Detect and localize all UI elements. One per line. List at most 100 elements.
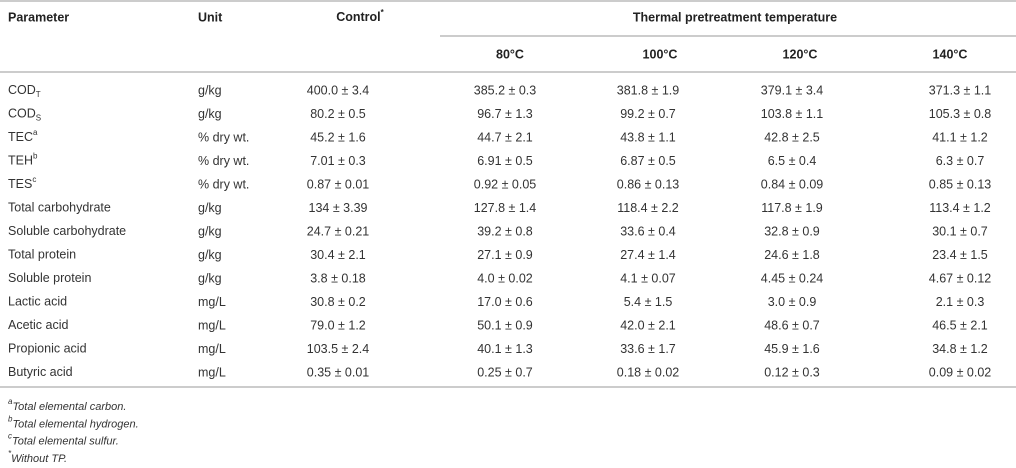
cell: 0.92 ± 0.05 (474, 177, 537, 191)
cell: 7.01 ± 0.3 (310, 154, 366, 168)
cell: 30.4 ± 2.1 (310, 248, 366, 262)
row-label: Total carbohydrate (8, 201, 111, 215)
text-run: Without TP. (11, 453, 67, 465)
row-label: CODS (8, 107, 41, 123)
text-run: Soluble carbohydrate (8, 224, 126, 238)
text-run: Control (336, 10, 380, 24)
cell: 103.5 ± 2.4 (307, 342, 370, 356)
cell: 42.8 ± 2.5 (764, 130, 820, 144)
cell: 33.6 ± 0.4 (620, 224, 676, 238)
cell: 27.1 ± 0.9 (477, 248, 533, 262)
cell: 385.2 ± 0.3 (474, 83, 537, 97)
header-cell: 80°C (496, 47, 524, 61)
cell: 0.87 ± 0.01 (307, 177, 370, 191)
cell: 42.0 ± 2.1 (620, 318, 676, 332)
cell: 0.09 ± 0.02 (929, 365, 992, 379)
row-label: Propionic acid (8, 342, 87, 356)
cell: 6.91 ± 0.5 (477, 154, 533, 168)
cell: g/kg (198, 271, 222, 285)
text-run: COD (8, 83, 36, 97)
cell: 39.2 ± 0.8 (477, 224, 533, 238)
script-mark: c (32, 175, 36, 184)
text-run: Acetic acid (8, 318, 68, 332)
script-mark: S (36, 114, 41, 123)
cell: 4.0 ± 0.02 (477, 271, 533, 285)
cell: 30.8 ± 0.2 (310, 295, 366, 309)
row-label: TESc (8, 175, 36, 191)
script-mark: * (8, 449, 12, 458)
cell: 24.7 ± 0.21 (307, 224, 370, 238)
cell: 5.4 ± 1.5 (624, 295, 673, 309)
cell: 24.6 ± 1.8 (764, 248, 820, 262)
cell: 0.18 ± 0.02 (617, 365, 680, 379)
cell: 371.3 ± 1.1 (929, 83, 992, 97)
row-label: Acetic acid (8, 318, 68, 332)
cell: 46.5 ± 2.1 (932, 318, 988, 332)
script-mark: a (33, 128, 38, 137)
cell: 4.1 ± 0.07 (620, 271, 676, 285)
cell: 45.2 ± 1.6 (310, 130, 366, 144)
cell: 117.8 ± 1.9 (761, 201, 823, 215)
header-cell: 120°C (783, 47, 818, 61)
cell: 0.25 ± 0.7 (477, 365, 533, 379)
cell: 2.1 ± 0.3 (936, 295, 985, 309)
row-label: TEHb (8, 152, 38, 168)
cell: 80.2 ± 0.5 (310, 107, 366, 121)
cell: 48.6 ± 0.7 (764, 318, 820, 332)
cell: 379.1 ± 3.4 (761, 83, 824, 97)
text-run: TEH (8, 154, 33, 168)
header-cell: 140°C (933, 47, 968, 61)
cell: 0.12 ± 0.3 (764, 365, 820, 379)
cell: 0.85 ± 0.13 (929, 177, 992, 191)
script-mark: b (33, 152, 38, 161)
text-run: Total protein (8, 248, 76, 262)
text-run: Propionic acid (8, 342, 87, 356)
row-label: Total protein (8, 248, 76, 262)
header-cell: 100°C (643, 47, 678, 61)
cell: g/kg (198, 201, 222, 215)
cell: 79.0 ± 1.2 (310, 318, 366, 332)
cell: mg/L (198, 295, 226, 309)
cell: 105.3 ± 0.8 (929, 107, 992, 121)
script-mark: T (36, 90, 41, 99)
cell: 33.6 ± 1.7 (620, 342, 676, 356)
cell: 3.8 ± 0.18 (310, 271, 366, 285)
text-run: Total carbohydrate (8, 201, 111, 215)
text-run: TES (8, 177, 32, 191)
footnote: aTotal elemental carbon. (8, 397, 126, 413)
row-label: Soluble carbohydrate (8, 224, 126, 238)
text-run: Butyric acid (8, 365, 73, 379)
cell: 127.8 ± 1.4 (474, 201, 537, 215)
cell: 113.4 ± 1.2 (929, 201, 991, 215)
cell: 50.1 ± 0.9 (477, 318, 533, 332)
header-cell: Control* (336, 8, 384, 24)
text-run: Lactic acid (8, 295, 67, 309)
text-run: Total elemental carbon. (12, 401, 126, 413)
cell: mg/L (198, 342, 226, 356)
cell: 96.7 ± 1.3 (477, 107, 533, 121)
cell: 45.9 ± 1.6 (764, 342, 820, 356)
script-mark: a (8, 397, 13, 406)
cell: % dry wt. (198, 177, 249, 191)
cell: 3.0 ± 0.9 (768, 295, 817, 309)
header-cell: Parameter (8, 10, 69, 24)
footnote: cTotal elemental sulfur. (8, 432, 119, 448)
cell: 118.4 ± 2.2 (617, 201, 679, 215)
header-cell: Unit (198, 10, 223, 24)
row-label: Butyric acid (8, 365, 73, 379)
text-run: Total elemental hydrogen. (12, 418, 138, 430)
cell: 381.8 ± 1.9 (617, 83, 680, 97)
row-label: Lactic acid (8, 295, 67, 309)
cell: 4.45 ± 0.24 (761, 271, 824, 285)
cell: mg/L (198, 318, 226, 332)
cell: g/kg (198, 83, 222, 97)
text-run: Total elemental sulfur. (12, 436, 119, 448)
cell: 0.35 ± 0.01 (307, 365, 370, 379)
text-run: Soluble protein (8, 271, 91, 285)
footnote: bTotal elemental hydrogen. (8, 414, 139, 430)
script-mark: * (381, 8, 385, 17)
cell: 32.8 ± 0.9 (764, 224, 820, 238)
cell: 30.1 ± 0.7 (932, 224, 988, 238)
row-label: CODT (8, 83, 41, 99)
